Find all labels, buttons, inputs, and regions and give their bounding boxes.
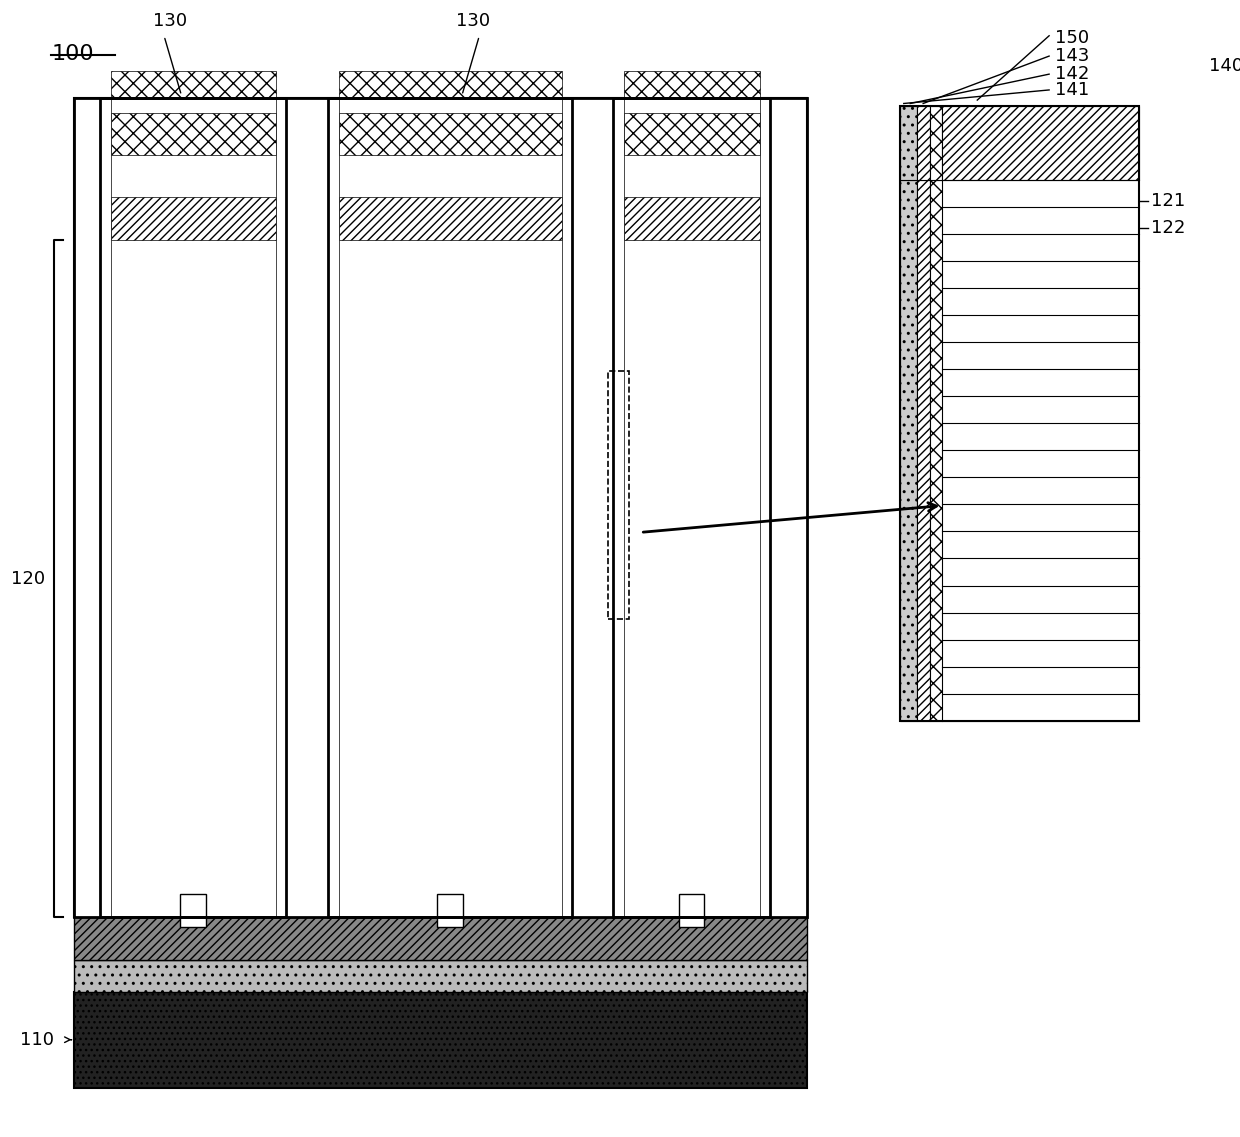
Bar	[100, 98, 286, 918]
Bar	[74, 918, 807, 960]
Text: 130: 130	[456, 13, 491, 30]
Bar	[608, 371, 629, 620]
Bar	[438, 894, 463, 928]
Text: 141: 141	[1055, 81, 1089, 99]
Bar	[900, 106, 1140, 721]
Bar	[275, 98, 286, 918]
Bar	[329, 98, 573, 113]
Text: 110: 110	[20, 1031, 53, 1048]
Text: 142: 142	[1055, 65, 1089, 83]
Bar	[613, 98, 624, 918]
Bar	[624, 70, 760, 156]
Bar	[613, 98, 770, 113]
Bar	[74, 98, 807, 918]
Bar	[74, 98, 807, 918]
Bar	[74, 960, 807, 991]
Text: 122: 122	[1151, 219, 1185, 238]
Bar	[562, 98, 573, 918]
Bar	[900, 106, 916, 180]
Text: 143: 143	[1055, 47, 1089, 65]
Bar	[900, 180, 916, 721]
Text: 121: 121	[1151, 192, 1185, 210]
Text: 140: 140	[1209, 57, 1240, 75]
Bar	[74, 240, 807, 918]
Bar	[678, 894, 704, 928]
Text: 130: 130	[153, 13, 187, 30]
Bar	[916, 180, 930, 721]
Bar	[329, 98, 339, 918]
Bar	[339, 70, 562, 156]
Bar	[613, 98, 770, 918]
Bar	[110, 70, 275, 156]
Bar	[110, 197, 275, 240]
Bar	[942, 106, 1140, 180]
Bar	[930, 106, 942, 180]
Bar	[624, 197, 760, 240]
Bar	[942, 180, 1140, 721]
Text: 150: 150	[1055, 30, 1089, 47]
Bar	[100, 98, 286, 113]
Bar	[180, 894, 206, 928]
Bar	[916, 106, 930, 180]
Bar	[329, 98, 573, 918]
Bar	[100, 98, 110, 918]
Bar	[74, 991, 807, 1088]
Text: 120: 120	[11, 570, 46, 588]
Bar	[760, 98, 770, 918]
Bar	[930, 180, 942, 721]
Bar	[339, 197, 562, 240]
Text: 100: 100	[51, 43, 94, 64]
